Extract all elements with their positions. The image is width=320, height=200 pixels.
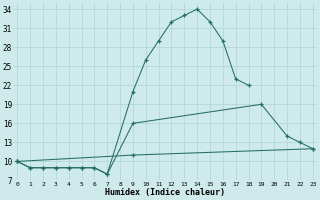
X-axis label: Humidex (Indice chaleur): Humidex (Indice chaleur) — [105, 188, 225, 197]
